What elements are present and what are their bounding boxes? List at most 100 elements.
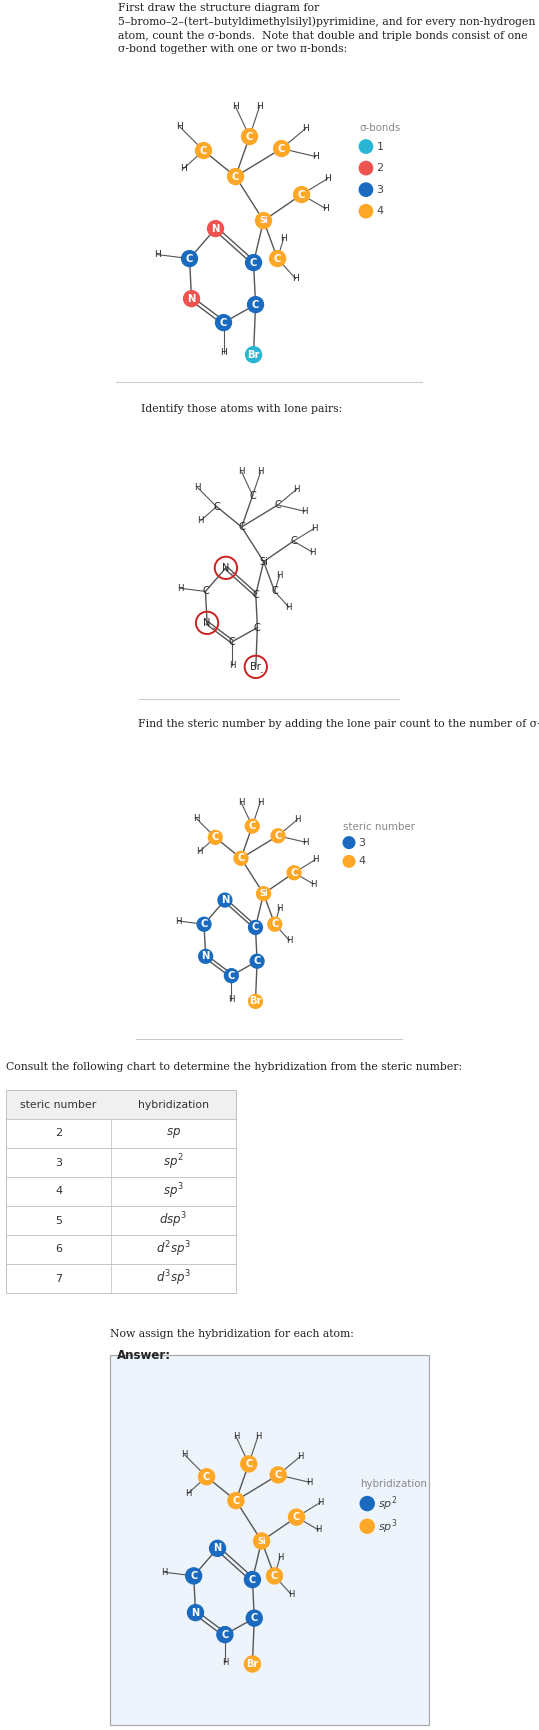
Text: 4: 4 <box>55 1187 62 1197</box>
Text: N: N <box>188 294 196 303</box>
Text: H: H <box>238 467 245 476</box>
Text: H: H <box>302 125 309 133</box>
Text: C: C <box>253 957 261 965</box>
Text: C: C <box>220 318 227 327</box>
Circle shape <box>360 183 372 195</box>
Text: H: H <box>154 251 161 260</box>
Circle shape <box>217 1626 233 1642</box>
Text: C: C <box>238 522 245 531</box>
Circle shape <box>197 917 211 931</box>
Text: C: C <box>249 491 256 500</box>
Circle shape <box>199 950 212 964</box>
Text: C: C <box>200 145 207 156</box>
Circle shape <box>245 1656 260 1671</box>
Circle shape <box>248 920 262 934</box>
Text: H: H <box>286 936 293 945</box>
Text: H: H <box>181 1450 188 1458</box>
Text: C: C <box>186 254 193 263</box>
Circle shape <box>227 168 244 185</box>
Circle shape <box>288 1509 305 1526</box>
Text: C: C <box>252 922 259 932</box>
Text: $d^2sp^3$: $d^2sp^3$ <box>156 1240 191 1259</box>
Circle shape <box>360 140 372 154</box>
Circle shape <box>208 221 224 237</box>
Text: H: H <box>312 855 318 865</box>
Circle shape <box>216 315 231 330</box>
Text: H: H <box>232 102 239 111</box>
Text: H: H <box>257 467 264 476</box>
Bar <box>6 1090 236 1119</box>
Text: First draw the structure diagram for
5–bromo–2–(tert–butyldimethylsilyl)pyrimidi: First draw the structure diagram for 5–b… <box>118 2 536 54</box>
Circle shape <box>241 1457 257 1472</box>
Text: H: H <box>277 1554 283 1562</box>
Text: C: C <box>201 919 208 929</box>
Text: $dsp^3$: $dsp^3$ <box>160 1211 188 1230</box>
Circle shape <box>270 251 286 266</box>
Circle shape <box>360 161 372 175</box>
Circle shape <box>241 128 258 145</box>
Text: H: H <box>180 164 187 173</box>
Bar <box>6 1176 236 1206</box>
Text: N: N <box>211 223 220 234</box>
Text: 5: 5 <box>55 1216 62 1225</box>
Circle shape <box>268 917 282 931</box>
Text: N: N <box>222 562 230 573</box>
Text: 3: 3 <box>55 1157 62 1168</box>
Text: H: H <box>301 507 308 516</box>
Text: C: C <box>274 830 282 841</box>
Circle shape <box>224 969 238 983</box>
Text: H: H <box>220 348 227 356</box>
Text: ··: ·· <box>260 670 264 676</box>
Text: C: C <box>271 919 279 929</box>
Text: Answer:: Answer: <box>117 1349 171 1362</box>
Bar <box>6 1235 236 1265</box>
Text: C: C <box>278 144 285 154</box>
Text: $sp^2$: $sp^2$ <box>378 1495 398 1512</box>
Circle shape <box>255 213 272 228</box>
Text: H: H <box>292 273 299 284</box>
Text: C: C <box>290 536 297 547</box>
Text: 6: 6 <box>55 1244 62 1254</box>
Text: N: N <box>213 1543 222 1554</box>
Text: 2: 2 <box>55 1128 62 1138</box>
Text: H: H <box>312 152 319 161</box>
Text: 7: 7 <box>55 1273 62 1284</box>
Text: hybridization: hybridization <box>138 1100 209 1109</box>
Text: Si: Si <box>257 1536 266 1545</box>
Bar <box>6 1090 236 1292</box>
Text: H: H <box>306 1477 313 1486</box>
Text: Now assign the hybridization for each atom:: Now assign the hybridization for each at… <box>110 1329 354 1339</box>
Text: 4: 4 <box>358 856 365 867</box>
Circle shape <box>250 955 264 969</box>
Circle shape <box>270 1467 286 1483</box>
Circle shape <box>228 1493 244 1509</box>
Text: H: H <box>228 995 234 1005</box>
Text: H: H <box>280 234 287 244</box>
Circle shape <box>248 995 262 1009</box>
Circle shape <box>294 187 309 202</box>
Text: C: C <box>291 868 298 877</box>
Text: H: H <box>257 798 264 806</box>
Text: H: H <box>195 483 201 491</box>
Text: N: N <box>202 952 210 962</box>
Circle shape <box>246 1611 262 1626</box>
Text: $sp^3$: $sp^3$ <box>163 1182 184 1201</box>
Text: ··: ·· <box>211 626 216 631</box>
Text: N: N <box>221 894 229 905</box>
Text: H: H <box>161 1567 168 1576</box>
Text: 3: 3 <box>358 837 365 848</box>
Text: H: H <box>297 1451 303 1462</box>
Text: C: C <box>249 1574 256 1585</box>
Text: H: H <box>317 1498 323 1507</box>
Text: $sp^2$: $sp^2$ <box>163 1152 184 1173</box>
Circle shape <box>234 851 248 865</box>
Text: Identify those atoms with lone pairs:: Identify those atoms with lone pairs: <box>141 405 342 415</box>
Text: $sp$: $sp$ <box>166 1126 181 1140</box>
Text: H: H <box>176 123 183 131</box>
Text: steric number: steric number <box>343 822 415 832</box>
Text: H: H <box>233 1432 239 1441</box>
Text: C: C <box>251 1612 258 1623</box>
Text: H: H <box>277 903 283 913</box>
Bar <box>6 1119 236 1149</box>
Text: C: C <box>232 171 239 182</box>
